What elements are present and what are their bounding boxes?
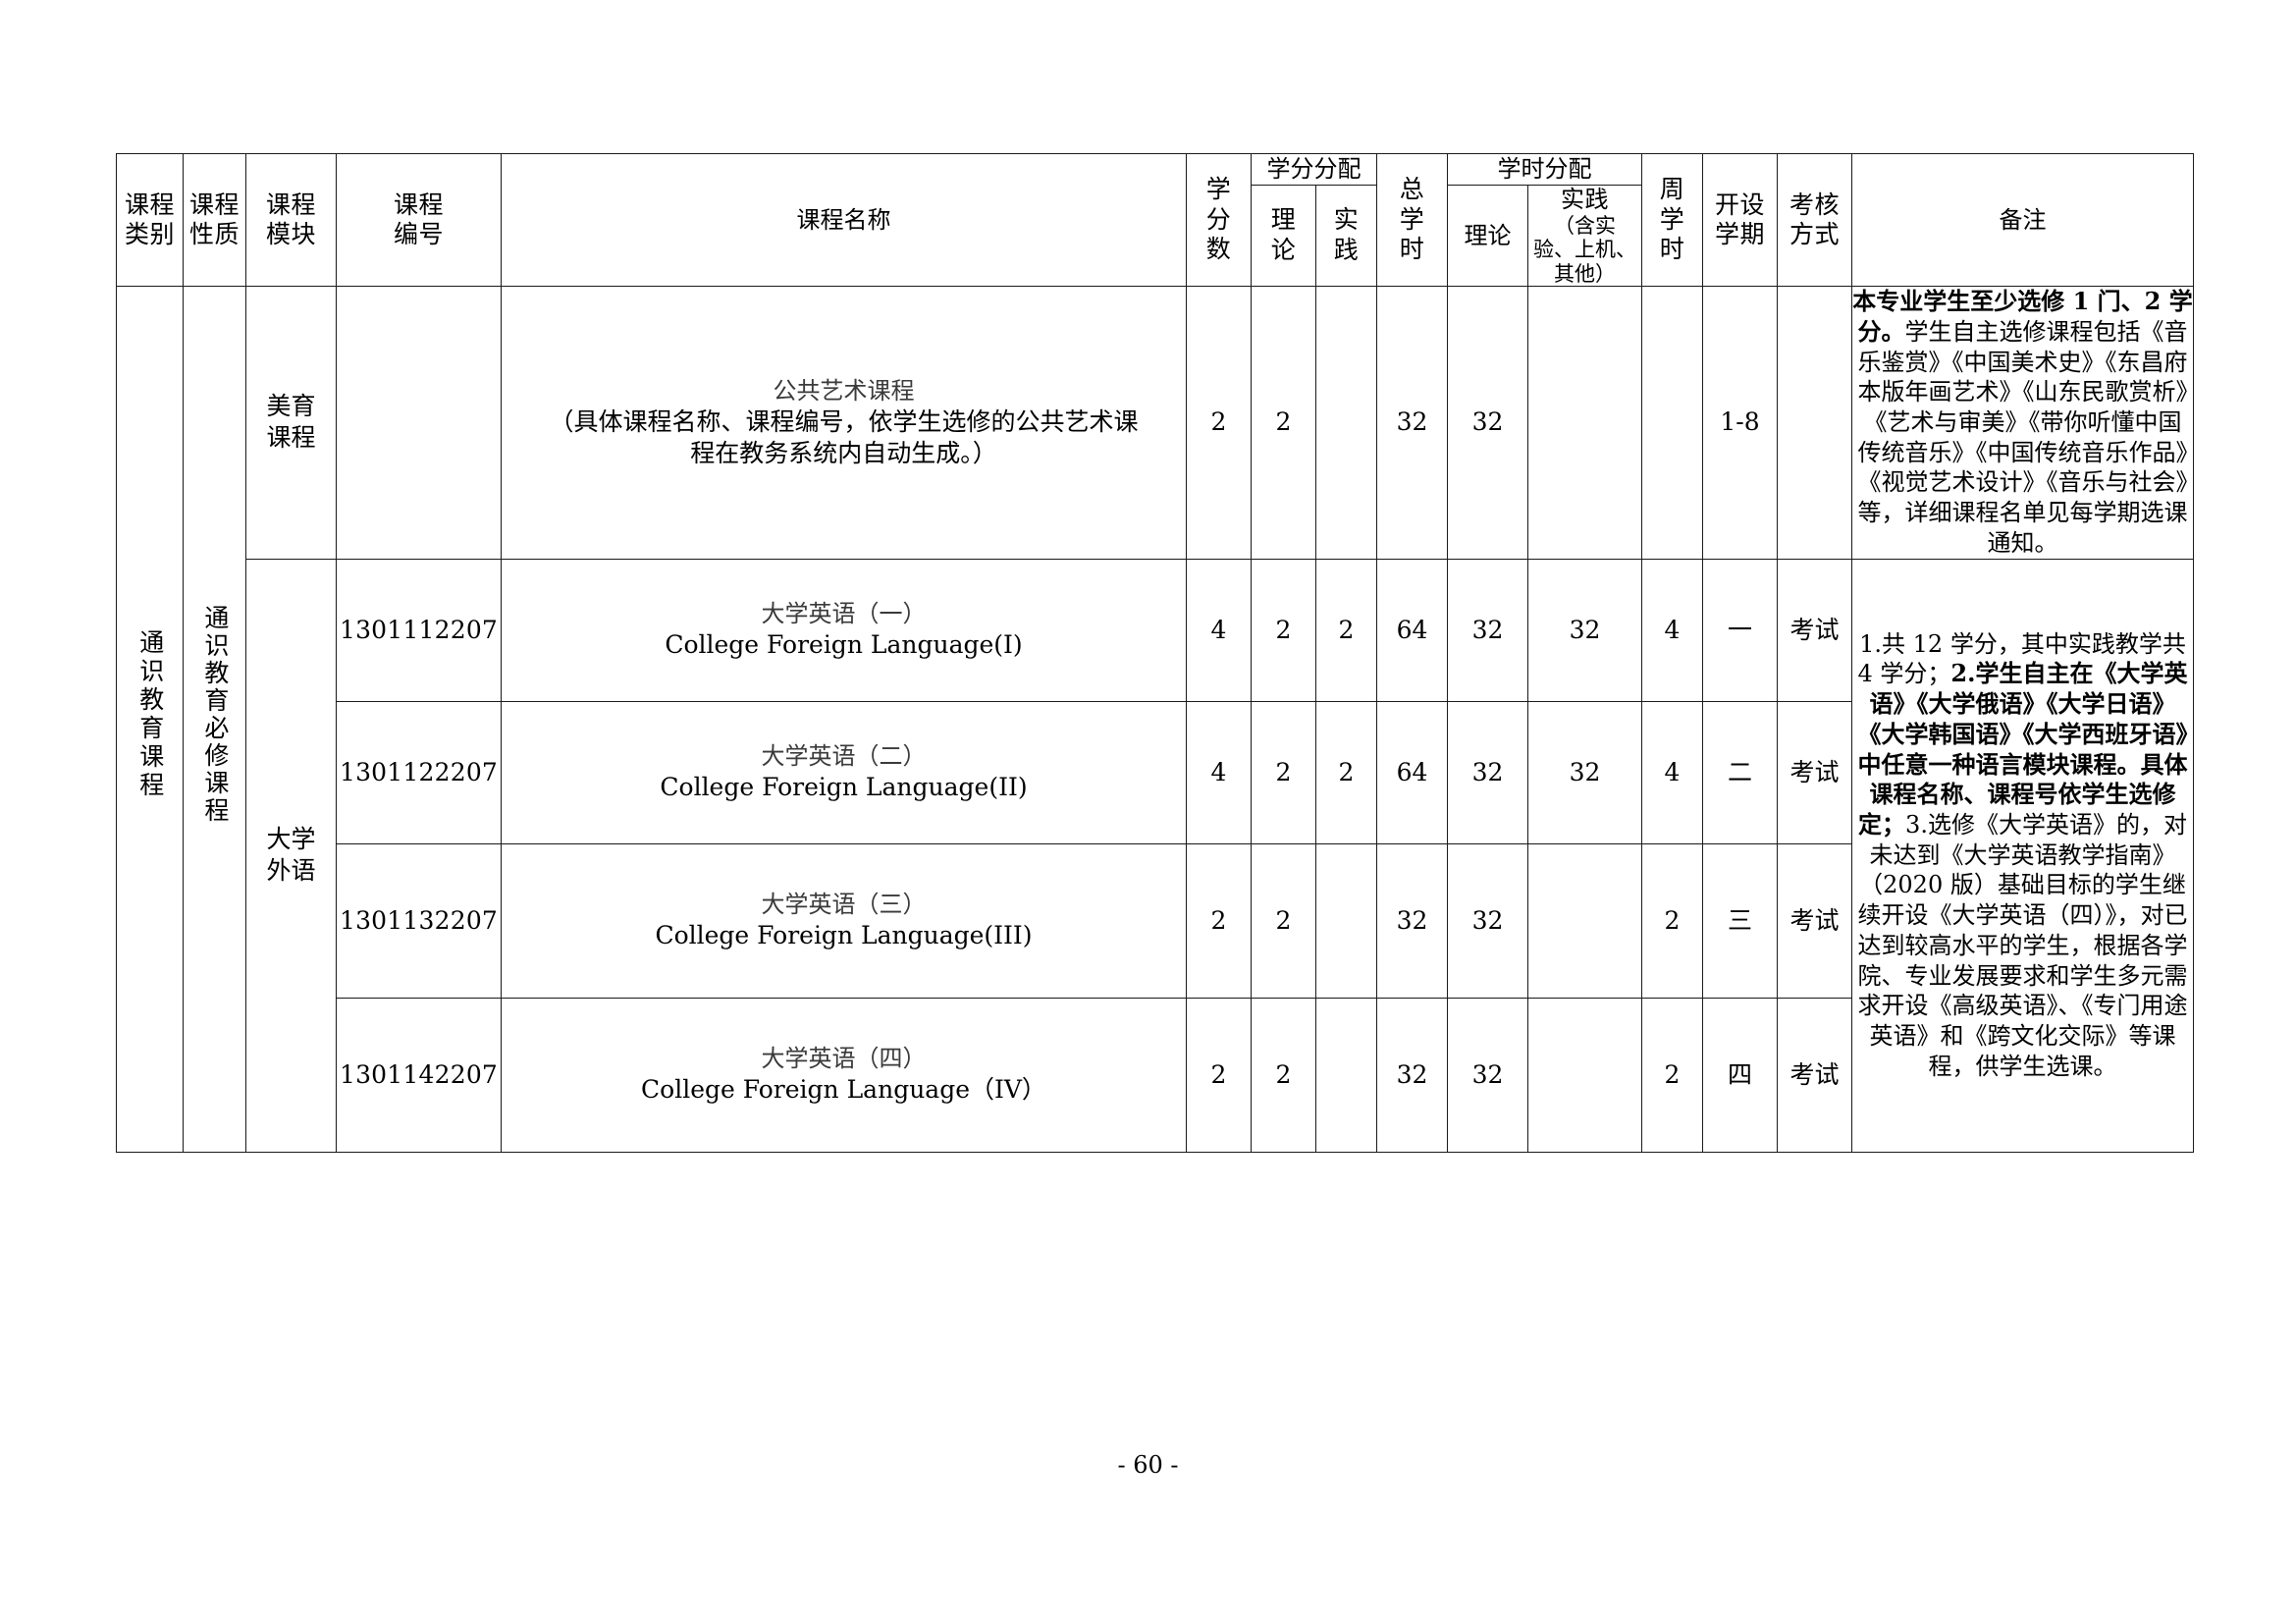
cell-credits: 2 [1186,286,1252,560]
cell-course-code: 1301132207 [336,842,502,999]
cell-weekly-hours [1641,286,1703,560]
cell-hour-theory: 32 [1447,997,1528,1153]
cell-hour-practice [1527,842,1642,999]
cell-course-name: 大学英语（三） College Foreign Language(III) [501,842,1187,999]
cell-course-name: 大学英语（二） College Foreign Language(II) [501,700,1187,844]
header-credits: 学 分 数 [1186,152,1252,288]
cell-credit-practice: 2 [1315,558,1377,702]
header-hour-theory: 理论 [1447,184,1528,288]
cell-assessment: 考试 [1777,558,1852,702]
cell-assessment: 考试 [1777,700,1852,844]
header-credit-allocation: 学分分配 [1251,153,1377,186]
cell-credit-practice [1315,286,1377,560]
cell-hour-theory: 32 [1447,842,1528,999]
header-course-code: 课程 编号 [336,152,502,288]
cell-credits: 2 [1186,842,1252,999]
cell-hour-practice: 32 [1527,558,1642,702]
cell-offer-term: 二 [1702,700,1778,844]
cell-course-code: 1301122207 [336,700,502,844]
table-row: 1301122207 大学英语（二） College Foreign Langu… [117,700,2194,844]
cell-offer-term: 三 [1702,842,1778,999]
curriculum-table: 课程 类别 课程 性质 课程 模块 课程 编号 课程名称 学 分 数 学分分配 [116,152,2194,1153]
cell-total-hours: 64 [1376,558,1448,702]
cell-offer-term: 一 [1702,558,1778,702]
cell-credit-practice [1315,997,1377,1153]
cell-credit-practice: 2 [1315,700,1377,844]
cell-course-nature: 通识教育必修课程 [183,286,246,1153]
table-row: 通识教育课程 通识教育必修课程 美育 课程 公共艺术课程 （具体课程名称、课程编… [116,286,2194,1153]
header-course-name: 课程名称 [501,152,1187,288]
cell-course-code: 1301112207 [336,558,502,702]
cell-course-module-foreign-language: 大学 外语 [245,558,337,1153]
cell-hour-theory: 32 [1447,286,1528,560]
table-header-row-2: 理 论 实 践 理论 实践 （含实 验、上机、 其他） [117,184,2194,288]
cell-total-hours: 64 [1376,700,1448,844]
cell-remarks-art: 本专业学生至少选修 1 门、2 学分。学生自主选修课程包括《音乐鉴赏》《中国美术… [1851,286,2194,560]
cell-assessment [1777,286,1852,560]
table-row: 1301132207 大学英语（三） College Foreign Langu… [117,842,2194,999]
cell-assessment: 考试 [1777,842,1852,999]
cell-offer-term: 1-8 [1702,286,1778,560]
cell-hour-practice [1527,286,1642,560]
cell-credits: 4 [1186,558,1252,702]
header-remarks: 备注 [1851,152,2194,288]
cell-credit-theory: 2 [1251,997,1316,1153]
cell-course-code [336,286,502,560]
cell-weekly-hours: 4 [1641,558,1703,702]
cell-total-hours: 32 [1376,997,1448,1153]
cell-total-hours: 32 [1376,842,1448,999]
cell-credit-theory: 2 [1251,286,1316,560]
cell-weekly-hours: 2 [1641,997,1703,1153]
cell-total-hours: 32 [1376,286,1448,560]
cell-hour-practice [1527,997,1642,1153]
page-number: - 60 - [1117,1451,1179,1479]
cell-credit-theory: 2 [1251,842,1316,999]
cell-course-module-meiyu: 美育 课程 [245,286,337,560]
cell-credit-theory: 2 [1251,700,1316,844]
header-hour-practice: 实践 （含实 验、上机、 其他） [1527,184,1642,288]
cell-hour-practice: 32 [1527,700,1642,844]
header-weekly-hours: 周 学 时 [1641,152,1703,288]
cell-course-name: 大学英语（四） College Foreign Language（IV） [501,997,1187,1153]
header-credit-practice: 实 践 [1315,184,1377,288]
header-course-category: 课程 类别 [116,152,184,288]
header-course-nature: 课程 性质 [183,152,246,288]
table-header-row-1: 课程 类别 课程 性质 课程 模块 课程 编号 课程名称 学 分 数 学分分配 [116,152,2194,288]
header-total-hours: 总 学 时 [1376,152,1448,288]
cell-course-code: 1301142207 [336,997,502,1153]
cell-course-name: 公共艺术课程 （具体课程名称、课程编号，依学生选修的公共艺术课 程在教务系统内自… [501,286,1187,560]
cell-course-category: 通识教育课程 [116,286,184,1153]
cell-hour-theory: 32 [1447,700,1528,844]
cell-weekly-hours: 2 [1641,842,1703,999]
cell-weekly-hours: 4 [1641,700,1703,844]
table-row: 1301142207 大学英语（四） College Foreign Langu… [117,997,2194,1153]
cell-offer-term: 四 [1702,997,1778,1153]
table-row: 大学 外语 1301112207 大学英语（一） College Foreign… [117,558,2194,1153]
cell-course-name: 大学英语（一） College Foreign Language(I) [501,558,1187,702]
header-assessment: 考核 方式 [1777,152,1852,288]
cell-assessment: 考试 [1777,997,1852,1153]
header-offer-term: 开设 学期 [1702,152,1778,288]
header-hour-allocation: 学时分配 [1447,153,1642,186]
header-course-module: 课程 模块 [245,152,337,288]
header-credit-theory: 理 论 [1251,184,1316,288]
cell-credits: 2 [1186,997,1252,1153]
cell-remarks-foreign-language: 1.共 12 学分，其中实践教学共 4 学分；2.学生自主在《大学英语》《大学俄… [1851,558,2194,1153]
cell-hour-theory: 32 [1447,558,1528,702]
cell-credits: 4 [1186,700,1252,844]
cell-credit-practice [1315,842,1377,999]
cell-credit-theory: 2 [1251,558,1316,702]
